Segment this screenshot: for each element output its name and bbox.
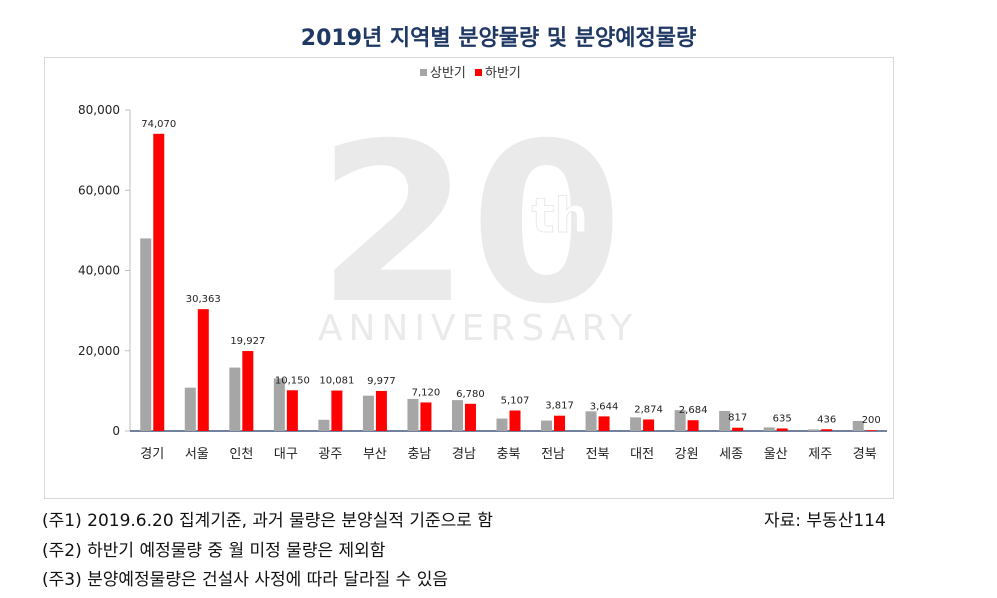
bar-상반기 [541,420,553,431]
category-label: 경기 [140,447,164,462]
note-3: (주3) 분양예정물량은 건설사 사정에 따라 달라질 수 있음 [42,570,448,590]
bar-하반기 [554,415,566,431]
bar-하반기 [865,430,877,431]
bar-상반기 [852,420,864,431]
bar-하반기 [420,402,432,431]
category-label: 제주 [808,447,832,462]
category-label: 충북 [497,447,521,462]
data-label: 6,780 [456,389,485,400]
bar-하반기 [197,309,209,431]
bar-하반기 [331,390,343,431]
category-label: 울산 [764,447,788,462]
chart-frame [44,57,894,499]
bar-상반기 [318,419,330,431]
category-label: 전남 [541,447,565,462]
bar-하반기 [509,410,521,431]
category-label: 경북 [853,447,877,462]
note-1: (주1) 2019.6.20 집계기준, 과거 물량은 분양실적 기준으로 함 [42,511,493,531]
bar-상반기 [808,429,820,431]
category-label: 광주 [318,447,342,462]
y-tick-label: 60,000 [78,183,120,197]
data-label: 7,120 [412,387,441,398]
data-label: 3,817 [545,401,574,412]
data-label: 2,684 [679,405,708,416]
bar-하반기 [643,419,655,431]
legend-swatch [420,69,427,76]
note-2: (주2) 하반기 예정물량 중 월 미정 물량은 제외함 [42,541,386,561]
legend-swatch [475,69,482,76]
bar-하반기 [153,133,165,431]
axes: 0 20,000 40,000 60,000 80,000 [78,103,887,438]
data-label: 10,150 [275,375,310,386]
data-label: 5,107 [501,396,530,407]
bar-상반기 [674,410,686,431]
bar-상반기 [407,398,419,431]
bar-상반기 [229,367,241,431]
category-label: 강원 [675,447,699,462]
chart-title: 2019년 지역별 분양물량 및 분양예정물량 [300,26,697,51]
data-label: 10,081 [319,376,354,387]
category-label: 부산 [363,447,387,462]
bar-하반기 [821,429,833,431]
data-label: 200 [862,415,881,426]
data-label: 635 [773,413,792,424]
watermark-word: ANNIVERSARY [318,308,638,349]
bar-하반기 [464,403,476,431]
category-label: 세종 [719,447,743,462]
data-label: 30,363 [186,294,221,305]
bar-상반기 [273,378,285,431]
watermark-suffix: th [531,188,588,244]
bar-상반기 [184,387,196,431]
bar-상반기 [763,427,775,431]
category-label: 서울 [185,447,209,462]
bar-상반기 [140,238,152,431]
legend: 상반기 하반기 [420,66,521,81]
bar-상반기 [719,410,731,431]
data-label: 817 [728,413,747,424]
category-label: 전북 [586,447,610,462]
bar-하반기 [732,427,744,431]
bar-상반기 [585,411,597,431]
bar-상반기 [630,417,642,431]
bar-하반기 [687,420,699,431]
bar-하반기 [242,351,254,431]
source-label: 자료: 부동산114 [764,511,886,531]
bar-하반기 [286,390,298,431]
bar-상반기 [451,400,463,431]
category-label: 충남 [407,447,431,462]
y-tick-label: 20,000 [78,344,120,358]
data-label: 3,644 [590,401,619,412]
data-label: 9,977 [367,376,396,387]
category-label: 대전 [630,447,654,462]
y-tick-label: 40,000 [78,264,120,278]
legend-label: 상반기 [430,66,466,81]
bars [140,133,877,431]
category-label: 경남 [452,447,476,462]
category-label: 대구 [274,447,298,462]
bar-상반기 [362,395,374,431]
labels: 74,070 경기 30,363 서울 19,927 인천 10,150 대구 10,081 광주… [140,119,880,462]
category-label: 인천 [229,447,253,462]
y-tick-label: 80,000 [78,103,120,117]
bar-상반기 [496,418,508,431]
watermark-logo: 20 th ANNIVERSARY [317,96,638,352]
bar-하반기 [598,416,610,431]
data-label: 74,070 [141,119,176,130]
bar-하반기 [375,390,387,431]
data-label: 19,927 [230,336,265,347]
data-label: 2,874 [634,404,663,415]
legend-label: 하반기 [485,66,521,81]
bar-하반기 [776,428,788,431]
y-tick-label: 0 [112,424,120,438]
data-label: 436 [817,414,836,425]
watermark-numeral: 20 [317,96,623,352]
